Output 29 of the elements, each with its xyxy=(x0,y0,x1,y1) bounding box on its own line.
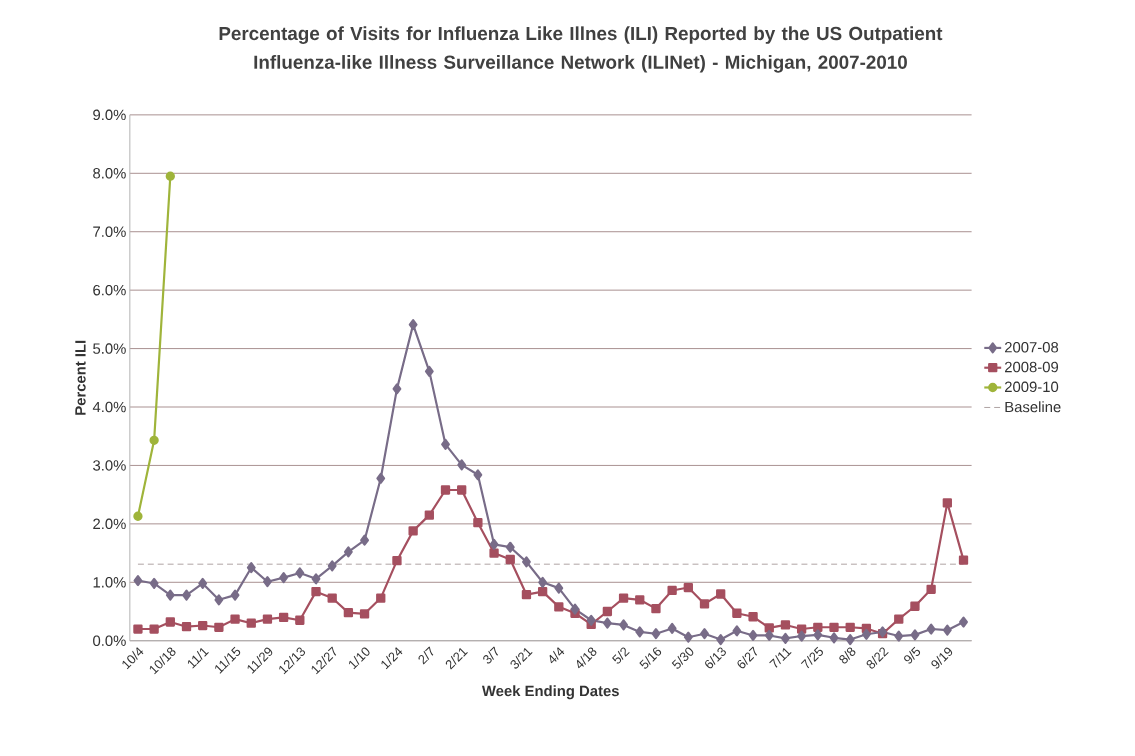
y-axis-title: Percent ILI xyxy=(75,341,86,415)
x-tick-label: 3/21 xyxy=(510,648,533,669)
y-tick-label: 4.0% xyxy=(92,401,126,413)
y-tick-label: 0.0% xyxy=(93,635,126,647)
legend-label: Baseline xyxy=(1005,401,1061,413)
y-tick-label: 6.0% xyxy=(93,285,126,296)
x-tick-label: 2/21 xyxy=(445,648,468,670)
legend-label: 2008-09 xyxy=(1005,361,1059,373)
x-tick-label: 4/4 xyxy=(549,647,565,664)
x-tick-label: 9/5 xyxy=(904,646,921,664)
x-tick-label: 4/18 xyxy=(576,647,597,669)
x-tick-label: 8/8 xyxy=(839,647,856,664)
y-tick-label: 9.0% xyxy=(93,109,126,121)
x-tick-label: 7/25 xyxy=(800,646,823,669)
x-tick-label: 7/11 xyxy=(769,648,792,668)
chart-title: Percentage of Visits for Influenza Like Illnes (ILI) Reported by the US Outpatient Influenza-like Illness Surveillance Network (ILINet) - Michigan, 2007-2010 xyxy=(219,26,943,73)
x-tick-label: 2/7 xyxy=(418,646,434,665)
y-tick-label: 7.0% xyxy=(93,226,126,238)
x-tick-label: 3/7 xyxy=(483,646,499,664)
y-tick-label: 2.0% xyxy=(93,518,126,530)
legend-label: 2009-10 xyxy=(1005,381,1059,393)
x-axis-title: Week Ending Dates xyxy=(481,685,619,700)
y-tick-label: 1.0% xyxy=(93,577,126,588)
y-tick-label: 3.0% xyxy=(93,460,126,471)
y-tick-label: 5.0% xyxy=(93,343,126,355)
legend-label: 2007-08 xyxy=(1005,342,1059,353)
x-tick-label: 11/1 xyxy=(187,648,209,669)
x-tick-label: 5/2 xyxy=(612,647,630,664)
y-tick-label: 8.0% xyxy=(93,168,126,179)
